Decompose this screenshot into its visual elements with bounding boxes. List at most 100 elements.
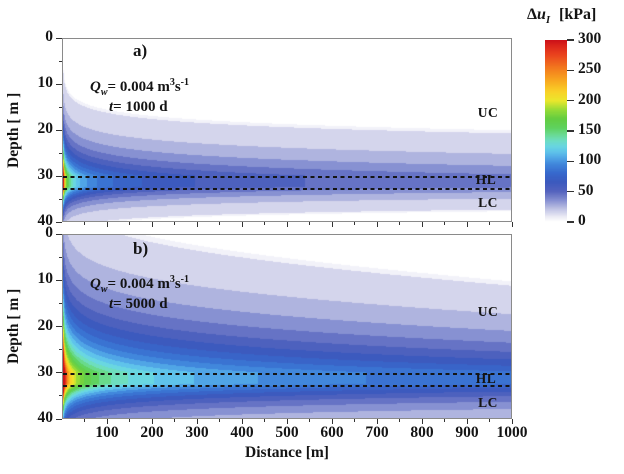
- region-label-uc-a: UC: [477, 105, 499, 120]
- x-minor-tick: [84, 419, 85, 422]
- y-tick-label: 20: [37, 316, 54, 334]
- y-minor-tick: [58, 106, 62, 108]
- hl-top-dashed-line-b: [63, 373, 511, 375]
- colorbar-tick-label: 0: [578, 212, 586, 229]
- q-value-a: = 0.004 m: [107, 79, 170, 95]
- colorbar-tick-label: 100: [578, 151, 602, 169]
- q-symbol-b: Q: [90, 276, 101, 292]
- x-major-tick: [106, 222, 108, 227]
- x-major-tick: [511, 222, 513, 227]
- region-label-lc-b: LC: [478, 395, 498, 410]
- t-value-a: = 1000 d: [113, 99, 168, 115]
- x-major-tick: [331, 222, 333, 227]
- x-minor-tick: [84, 222, 85, 225]
- colorbar-title: ΔuI [kPa]: [527, 6, 596, 26]
- x-minor-tick: [309, 222, 310, 225]
- contour-panel-b: b) Qw= 0.004 m3s-1 t= 5000 d UC HL LC: [62, 234, 512, 419]
- q-subscript-a: w: [100, 87, 108, 98]
- x-tick-label: 900: [455, 424, 479, 441]
- y-major-tick: [56, 221, 62, 223]
- x-major-tick: [466, 419, 468, 424]
- y-tick-label: 0: [45, 224, 53, 241]
- time-annotation-b: t= 5000 d: [109, 296, 168, 313]
- colorbar-tick: [567, 39, 574, 41]
- x-minor-tick: [174, 419, 175, 422]
- y-tick-label: 30: [37, 166, 54, 183]
- x-minor-tick: [309, 419, 310, 422]
- region-label-hl-b: HL: [475, 371, 497, 386]
- q-unit-a: s: [174, 79, 181, 95]
- y-major-tick: [56, 418, 62, 420]
- y-minor-tick: [58, 198, 62, 200]
- y-tick-label: 0: [45, 28, 53, 45]
- x-tick-label: 600: [320, 424, 344, 441]
- x-minor-tick: [219, 419, 220, 422]
- x-major-tick: [151, 419, 153, 424]
- y-tick-label: 10: [37, 74, 54, 91]
- time-annotation-a: t= 1000 d: [109, 99, 168, 116]
- x-minor-tick: [444, 419, 445, 422]
- x-major-tick: [421, 419, 423, 424]
- y-minor-tick: [58, 302, 62, 304]
- x-major-tick: [511, 419, 513, 424]
- x-minor-tick: [444, 222, 445, 225]
- x-tick-label: 500: [275, 424, 299, 441]
- x-minor-tick: [354, 222, 355, 225]
- q-sup2-a: -1: [180, 77, 189, 88]
- colorbar-title-sub: I: [545, 15, 551, 27]
- colorbar-title-delta: Δ: [527, 6, 538, 23]
- y-minor-tick: [58, 256, 62, 258]
- y-major-tick: [56, 233, 62, 235]
- x-tick-label: 300: [185, 424, 209, 441]
- x-minor-tick: [264, 222, 265, 225]
- x-major-tick: [106, 419, 108, 424]
- x-minor-tick: [354, 419, 355, 422]
- x-minor-tick: [489, 419, 490, 422]
- x-minor-tick: [489, 222, 490, 225]
- colorbar-tick-label: 50: [578, 181, 594, 199]
- t-symbol-b: t: [109, 296, 114, 312]
- hl-bottom-dashed-line-b: [63, 385, 511, 387]
- y-major-tick: [56, 279, 62, 281]
- q-symbol-a: Q: [90, 79, 101, 95]
- y-minor-tick: [58, 152, 62, 154]
- x-minor-tick: [399, 419, 400, 422]
- colorbar-tick: [567, 190, 574, 193]
- region-label-hl-a: HL: [475, 172, 497, 187]
- flow-rate-annotation-a: Qw= 0.004 m3s-1: [90, 77, 189, 98]
- q-sup2-b: -1: [180, 274, 189, 285]
- q-sup-a: 3: [169, 77, 175, 88]
- y-major-tick: [56, 175, 62, 177]
- y-tick-label: 40: [37, 409, 54, 426]
- hl-bottom-dashed-line-a: [63, 188, 511, 190]
- x-tick-label: 400: [230, 424, 254, 441]
- y-minor-tick: [58, 349, 62, 351]
- colorbar-tick: [567, 99, 574, 102]
- t-value-b: = 5000 d: [113, 296, 168, 312]
- x-tick-label: 800: [410, 424, 434, 441]
- colorbar-title-units: [kPa]: [559, 6, 597, 23]
- x-tick-label: 200: [140, 424, 164, 441]
- y-major-tick: [56, 83, 62, 85]
- y-tick-label: 20: [37, 120, 54, 137]
- t-symbol-a: t: [109, 99, 114, 115]
- contour-panel-a: a) Qw= 0.004 m3s-1 t= 1000 d UC HL LC: [62, 38, 512, 222]
- y-minor-tick: [58, 395, 62, 397]
- x-tick-label: 700: [365, 424, 389, 441]
- y-tick-label: 30: [37, 362, 54, 380]
- x-major-tick: [286, 222, 288, 227]
- x-minor-tick: [174, 222, 175, 225]
- colorbar-gradient: [545, 40, 567, 222]
- x-axis-label: Distance [m]: [245, 444, 329, 461]
- x-minor-tick: [399, 222, 400, 225]
- q-sup-b: 3: [169, 274, 175, 285]
- region-label-lc-a: LC: [478, 195, 498, 210]
- x-major-tick: [196, 419, 198, 424]
- x-major-tick: [376, 419, 378, 424]
- x-major-tick: [241, 419, 243, 424]
- colorbar-tick-label: 150: [578, 121, 602, 138]
- x-major-tick: [466, 222, 468, 227]
- colorbar-tick: [567, 69, 574, 72]
- colorbar-tick-label: 300: [578, 30, 602, 47]
